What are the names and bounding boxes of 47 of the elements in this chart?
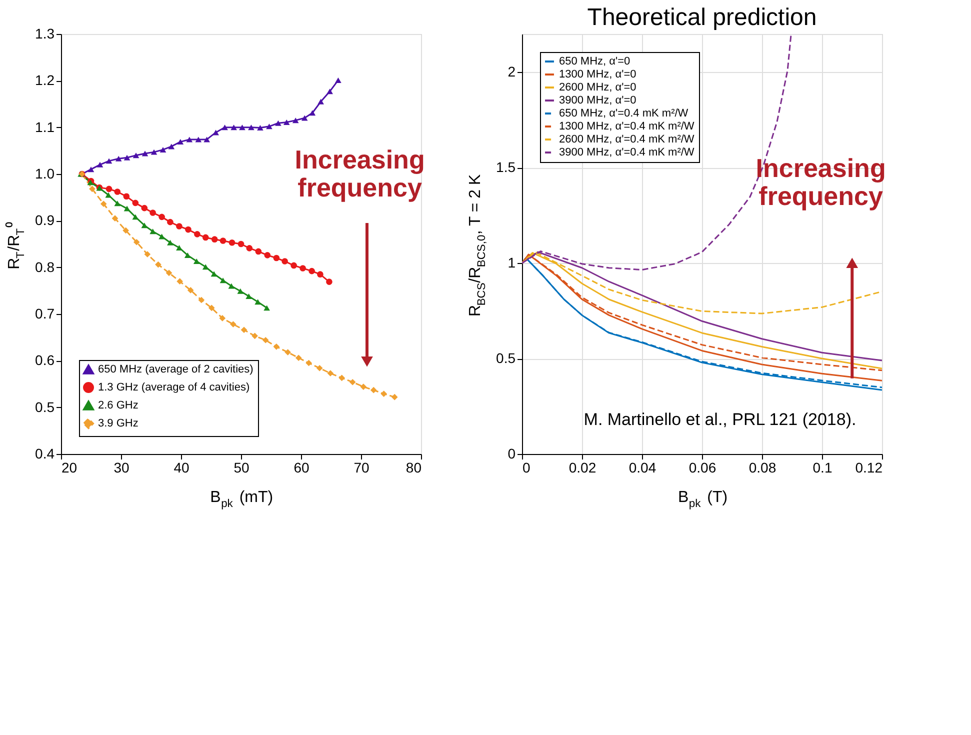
x-tick-label: 0.04 bbox=[628, 460, 656, 476]
y-tick-label: 0.7 bbox=[35, 306, 55, 322]
x-tick-label: 80 bbox=[406, 460, 422, 476]
x-tick-label: 0.12 bbox=[855, 460, 883, 476]
legend-label: 650 MHz, α'=0 bbox=[559, 56, 630, 68]
x-tick-label: 30 bbox=[114, 460, 130, 476]
y-tick-label: 1.2 bbox=[35, 72, 55, 88]
x-tick-label: 20 bbox=[62, 460, 78, 476]
x-tick-label: 50 bbox=[234, 460, 250, 476]
x-tick-label: 0.02 bbox=[568, 460, 596, 476]
x-tick-label: 60 bbox=[294, 460, 310, 476]
y-tick-label: 1.0 bbox=[35, 166, 55, 182]
y-tick-label: 1.1 bbox=[35, 118, 55, 135]
x-tick-label: 70 bbox=[354, 460, 370, 476]
legend-label: 3900 MHz, α'=0.4 mK m²/W bbox=[559, 146, 695, 158]
legend-label: 3.9 GHz bbox=[98, 418, 138, 430]
y-tick-label: 2 bbox=[508, 64, 516, 80]
y-tick-label: 1.3 bbox=[35, 26, 55, 42]
annotation: Increasing frequency bbox=[294, 144, 425, 202]
y-tick-label: 0.8 bbox=[35, 258, 55, 275]
x-tick-label: 0.1 bbox=[812, 460, 832, 476]
y-tick-label: 0.9 bbox=[35, 212, 55, 228]
legend-label: 1300 MHz, α'=0 bbox=[559, 68, 636, 80]
y-tick-label: 0.6 bbox=[35, 352, 55, 368]
y-axis-title: RT/RT⁰ bbox=[5, 222, 27, 270]
x-tick-label: 40 bbox=[174, 460, 190, 476]
legend-label: 2.6 GHz bbox=[98, 400, 138, 412]
legend-label: 650 MHz, α'=0.4 mK m²/W bbox=[559, 108, 689, 120]
y-tick-label: 0.5 bbox=[496, 350, 516, 366]
legend-label: 2600 MHz, α'=0 bbox=[559, 82, 636, 94]
legend-label: 1.3 GHz (average of 4 cavities) bbox=[98, 382, 250, 394]
y-axis-title: RBCS/RBCS,0, T = 2 K bbox=[467, 174, 488, 317]
y-tick-label: 1 bbox=[508, 254, 516, 271]
y-tick-label: 0 bbox=[508, 446, 516, 462]
legend-label: 2600 MHz, α'=0.4 mK m²/W bbox=[559, 134, 695, 146]
y-tick-label: 0.5 bbox=[35, 398, 55, 415]
x-tick-label: 0.08 bbox=[748, 460, 776, 476]
chart-title: Theoretical prediction bbox=[587, 4, 817, 31]
y-tick-label: 0.4 bbox=[35, 446, 55, 462]
y-tick-label: 1.5 bbox=[496, 159, 516, 176]
annotation: M. Martinello et al., PRL 121 (2018). bbox=[584, 410, 856, 429]
annotation: Increasing frequency bbox=[756, 152, 886, 211]
x-tick-label: 0.06 bbox=[688, 460, 716, 476]
legend-label: 650 MHz (average of 2 cavities) bbox=[98, 364, 254, 376]
legend-label: 1300 MHz, α'=0.4 mK m²/W bbox=[559, 120, 695, 132]
x-tick-label: 0 bbox=[522, 460, 530, 476]
legend-label: 3900 MHz, α'=0 bbox=[559, 94, 636, 106]
